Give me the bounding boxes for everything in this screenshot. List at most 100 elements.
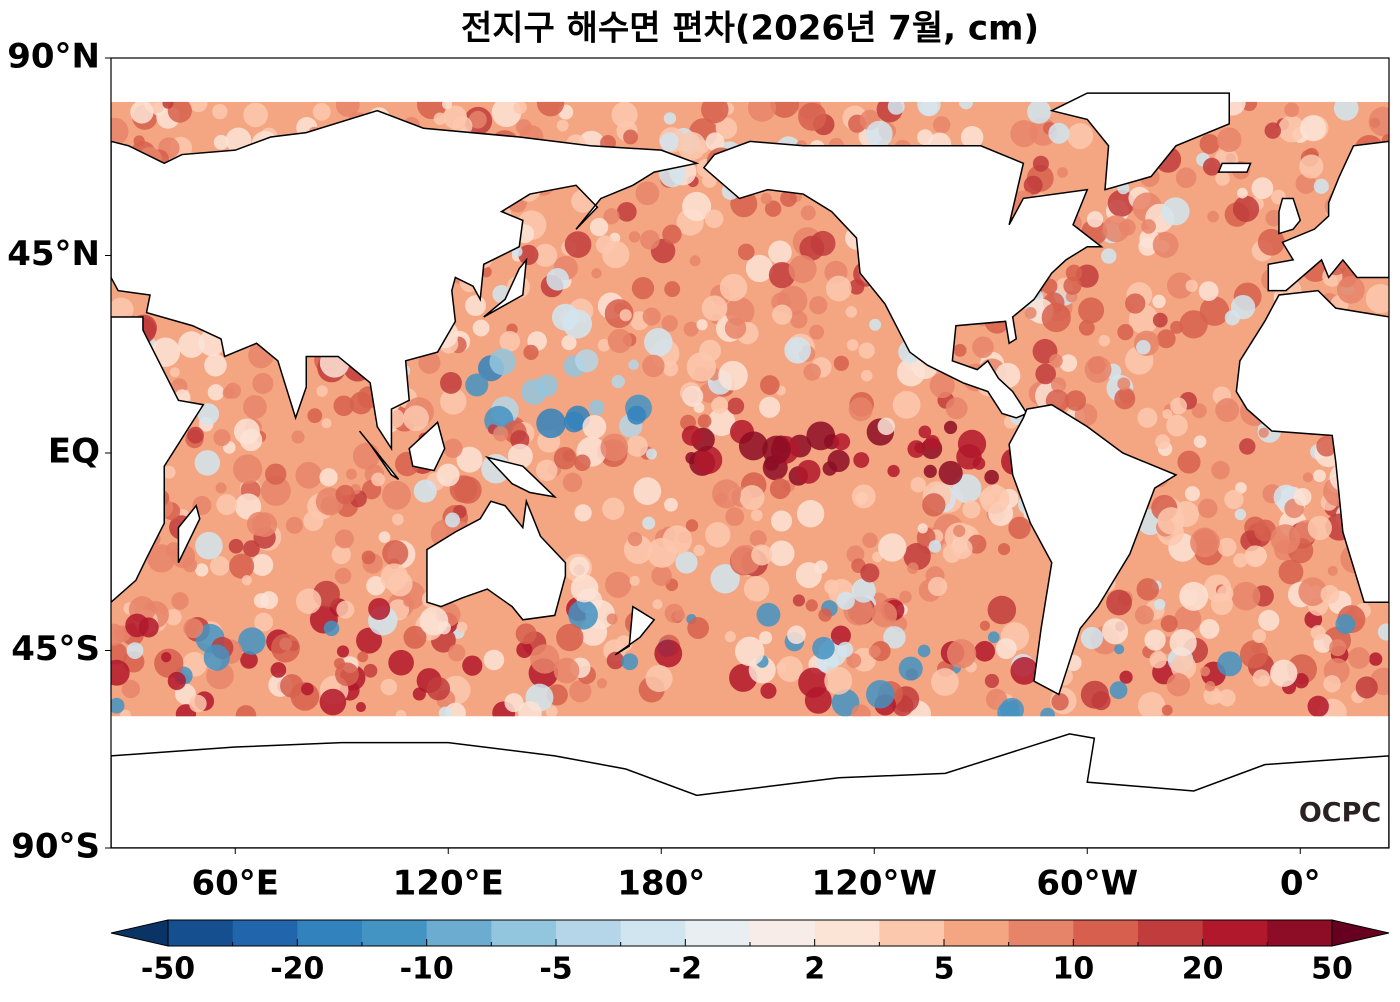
- ocean-anomaly: [334, 529, 354, 549]
- ocean-anomaly: [1035, 363, 1056, 385]
- ocean-anomaly: [627, 531, 643, 547]
- ocean-anomaly: [1166, 414, 1188, 437]
- ocean-anomaly: [1179, 310, 1208, 339]
- ocean-anomaly: [1258, 609, 1280, 631]
- x-tick-label: 120°E: [393, 864, 504, 904]
- ocean-anomaly: [352, 442, 380, 470]
- ocean-anomaly: [523, 344, 539, 361]
- ocean-anomaly: [333, 395, 355, 417]
- colorbar-box: [491, 920, 557, 946]
- ocean-anomaly: [1302, 472, 1313, 483]
- ocean-anomaly: [210, 556, 230, 576]
- ocean-anomaly: [1239, 438, 1256, 455]
- ocean-anomaly: [619, 309, 632, 322]
- ocean-anomaly: [462, 655, 483, 676]
- ocean-anomaly: [646, 448, 657, 460]
- ocean-anomaly: [1023, 175, 1043, 195]
- ocean-anomaly: [910, 477, 926, 493]
- ocean-anomaly: [662, 224, 682, 245]
- ocean-anomaly: [301, 682, 314, 696]
- ocean-anomaly: [629, 575, 640, 587]
- ocean-anomaly: [719, 273, 748, 302]
- ocean-anomaly: [738, 431, 768, 461]
- ocean-anomaly: [1167, 272, 1194, 299]
- ocean-anomaly: [1198, 281, 1219, 301]
- ocean-anomaly: [677, 131, 706, 161]
- ocean-anomaly: [762, 435, 791, 465]
- ocean-anomaly: [1368, 652, 1383, 666]
- ocean-anomaly: [597, 338, 611, 352]
- ocean-anomaly: [1138, 237, 1157, 256]
- ocean-anomaly: [1078, 297, 1105, 324]
- ocean-anomaly: [1175, 167, 1197, 189]
- ocean-anomaly: [1191, 403, 1207, 419]
- ocean-anomaly: [928, 540, 942, 553]
- ocean-anomaly: [853, 452, 870, 468]
- logo: OCPC: [1299, 798, 1381, 829]
- ocean-anomaly: [809, 296, 828, 315]
- ocean-anomaly: [1215, 398, 1240, 422]
- ocean-anomaly: [1293, 487, 1312, 506]
- ocean-anomaly: [756, 602, 781, 627]
- ocean-anomaly: [1323, 675, 1341, 693]
- ocean-anomaly: [1298, 577, 1327, 606]
- ocean-anomaly: [745, 254, 774, 283]
- ocean-anomaly: [663, 112, 677, 125]
- ocean-anomaly: [662, 525, 692, 555]
- ocean-anomaly: [922, 493, 946, 517]
- ocean-anomaly: [285, 516, 303, 534]
- ocean-anomaly: [1101, 248, 1117, 264]
- ocean-anomaly: [686, 352, 717, 382]
- ocean-anomaly: [1190, 527, 1220, 558]
- ocean-anomaly: [1270, 659, 1298, 687]
- ocean-anomaly: [561, 335, 577, 351]
- ocean-anomaly: [111, 659, 130, 686]
- ocean-anomaly: [760, 193, 772, 205]
- ocean-anomaly: [760, 375, 780, 395]
- ocean-anomaly: [769, 478, 791, 500]
- colorbar-box: [620, 920, 686, 946]
- ocean-anomaly: [1377, 623, 1389, 641]
- land: [483, 257, 528, 318]
- ocean-anomaly: [606, 651, 625, 670]
- ocean-anomaly: [1141, 219, 1156, 234]
- ocean-anomaly: [207, 384, 225, 401]
- ocean-anomaly: [1211, 691, 1224, 704]
- ocean-anomaly: [568, 599, 598, 630]
- ocean-anomaly: [1258, 675, 1270, 687]
- ocean-anomaly: [438, 706, 452, 720]
- ocean-anomaly: [701, 95, 729, 124]
- colorbar-box: [232, 920, 298, 946]
- ocean-anomaly: [725, 507, 745, 527]
- ocean-anomaly: [319, 688, 347, 716]
- ocean-anomaly: [1193, 435, 1207, 448]
- ocean-anomaly: [536, 408, 566, 439]
- ocean-anomaly: [705, 132, 725, 152]
- ocean-anomaly: [751, 544, 773, 566]
- ocean-anomaly: [355, 702, 366, 713]
- ocean-anomaly: [1134, 605, 1154, 625]
- ocean-anomaly: [704, 209, 724, 229]
- ocean-anomaly: [126, 642, 144, 659]
- ocean-anomaly: [169, 367, 180, 378]
- ocean-anomaly: [945, 397, 968, 420]
- ocean-anomaly: [121, 679, 140, 699]
- ocean-anomaly: [1293, 673, 1309, 689]
- colorbar-box: [685, 920, 751, 946]
- ocean-anomaly: [768, 540, 795, 567]
- ocean-anomaly: [796, 500, 825, 528]
- ocean-anomaly: [171, 592, 189, 610]
- ocean-anomaly: [1327, 565, 1338, 576]
- ocean-anomaly: [788, 255, 817, 284]
- ocean-anomaly: [243, 540, 260, 557]
- ocean-anomaly: [980, 484, 1010, 515]
- ocean-anomaly: [382, 540, 409, 567]
- ocean-anomaly: [489, 348, 517, 376]
- ocean-anomaly: [569, 556, 590, 577]
- colorbar-label: 5: [934, 952, 955, 987]
- ocean-anomaly: [952, 474, 982, 504]
- ocean-anomaly: [1059, 354, 1078, 372]
- ocean-anomaly: [984, 673, 1000, 689]
- ocean-anomaly: [371, 472, 385, 487]
